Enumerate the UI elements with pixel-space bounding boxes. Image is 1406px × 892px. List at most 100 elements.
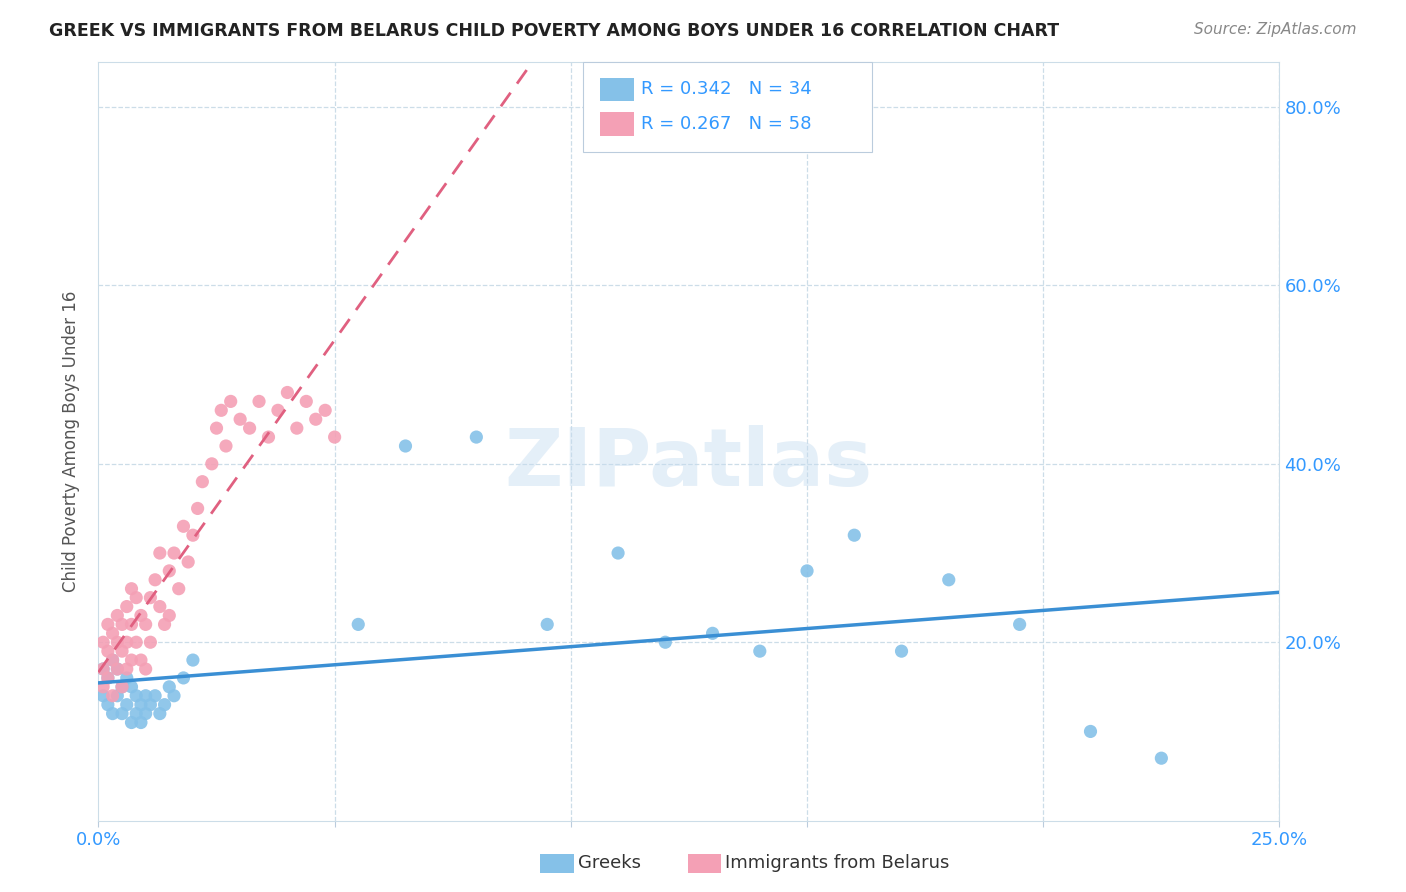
Point bbox=[153, 698, 176, 712]
Point bbox=[121, 680, 143, 694]
Point bbox=[1080, 724, 1102, 739]
Point bbox=[91, 662, 114, 676]
Point bbox=[153, 617, 176, 632]
Point bbox=[157, 680, 180, 694]
Point bbox=[172, 671, 194, 685]
Point bbox=[247, 394, 270, 409]
Point bbox=[121, 582, 143, 596]
Point bbox=[181, 653, 204, 667]
Point bbox=[139, 591, 162, 605]
Text: Immigrants from Belarus: Immigrants from Belarus bbox=[725, 855, 950, 872]
Point bbox=[121, 617, 143, 632]
Point bbox=[323, 430, 346, 444]
Point bbox=[890, 644, 912, 658]
Point bbox=[172, 519, 194, 533]
Point bbox=[125, 635, 148, 649]
Point bbox=[702, 626, 724, 640]
Point bbox=[394, 439, 416, 453]
Point bbox=[91, 689, 114, 703]
Point bbox=[149, 599, 172, 614]
Point bbox=[181, 528, 204, 542]
Point bbox=[796, 564, 818, 578]
Point bbox=[1008, 617, 1031, 632]
Point bbox=[157, 608, 180, 623]
Point bbox=[607, 546, 630, 560]
Point bbox=[229, 412, 252, 426]
Point bbox=[219, 394, 242, 409]
Point bbox=[97, 671, 120, 685]
Point bbox=[139, 698, 162, 712]
Point bbox=[748, 644, 770, 658]
Point bbox=[111, 680, 134, 694]
Text: R = 0.267   N = 58: R = 0.267 N = 58 bbox=[641, 115, 811, 133]
Point bbox=[129, 608, 152, 623]
Point bbox=[91, 662, 114, 676]
Point bbox=[157, 564, 180, 578]
Point bbox=[938, 573, 960, 587]
Point bbox=[129, 653, 152, 667]
Point bbox=[276, 385, 298, 400]
Point bbox=[115, 671, 138, 685]
Point bbox=[115, 662, 138, 676]
Point bbox=[97, 617, 120, 632]
Point bbox=[129, 715, 152, 730]
Point bbox=[191, 475, 214, 489]
Point bbox=[101, 626, 124, 640]
Point bbox=[115, 698, 138, 712]
Point bbox=[209, 403, 232, 417]
Point bbox=[111, 644, 134, 658]
Point bbox=[125, 706, 148, 721]
Point bbox=[143, 573, 166, 587]
Point bbox=[239, 421, 262, 435]
Point bbox=[149, 546, 172, 560]
Point bbox=[654, 635, 676, 649]
Point bbox=[115, 599, 138, 614]
Point bbox=[101, 653, 124, 667]
Point bbox=[125, 689, 148, 703]
Point bbox=[295, 394, 318, 409]
Text: Source: ZipAtlas.com: Source: ZipAtlas.com bbox=[1194, 22, 1357, 37]
Point bbox=[844, 528, 866, 542]
Point bbox=[135, 617, 157, 632]
Point bbox=[143, 689, 166, 703]
Point bbox=[267, 403, 290, 417]
Point bbox=[215, 439, 238, 453]
Point bbox=[105, 689, 128, 703]
Point bbox=[135, 706, 157, 721]
Point bbox=[167, 582, 190, 596]
Point bbox=[105, 662, 128, 676]
Point bbox=[1150, 751, 1173, 765]
Point bbox=[97, 644, 120, 658]
Point bbox=[135, 662, 157, 676]
Point bbox=[101, 706, 124, 721]
Point bbox=[163, 689, 186, 703]
Point bbox=[121, 715, 143, 730]
Point bbox=[111, 706, 134, 721]
Point bbox=[536, 617, 558, 632]
Point bbox=[91, 635, 114, 649]
Y-axis label: Child Poverty Among Boys Under 16: Child Poverty Among Boys Under 16 bbox=[62, 291, 80, 592]
Point bbox=[139, 635, 162, 649]
Point bbox=[177, 555, 200, 569]
Point bbox=[149, 706, 172, 721]
Text: Greeks: Greeks bbox=[578, 855, 641, 872]
Point bbox=[314, 403, 336, 417]
Point bbox=[105, 662, 128, 676]
Point bbox=[257, 430, 280, 444]
Point bbox=[163, 546, 186, 560]
Point bbox=[347, 617, 370, 632]
Point bbox=[135, 689, 157, 703]
Point bbox=[97, 671, 120, 685]
Point bbox=[111, 680, 134, 694]
Point bbox=[125, 591, 148, 605]
Text: R = 0.342   N = 34: R = 0.342 N = 34 bbox=[641, 80, 811, 98]
Point bbox=[129, 698, 152, 712]
Point bbox=[465, 430, 488, 444]
Point bbox=[285, 421, 308, 435]
Point bbox=[205, 421, 228, 435]
Point bbox=[115, 635, 138, 649]
Point bbox=[111, 617, 134, 632]
Point bbox=[91, 680, 114, 694]
Point bbox=[201, 457, 224, 471]
Point bbox=[105, 635, 128, 649]
